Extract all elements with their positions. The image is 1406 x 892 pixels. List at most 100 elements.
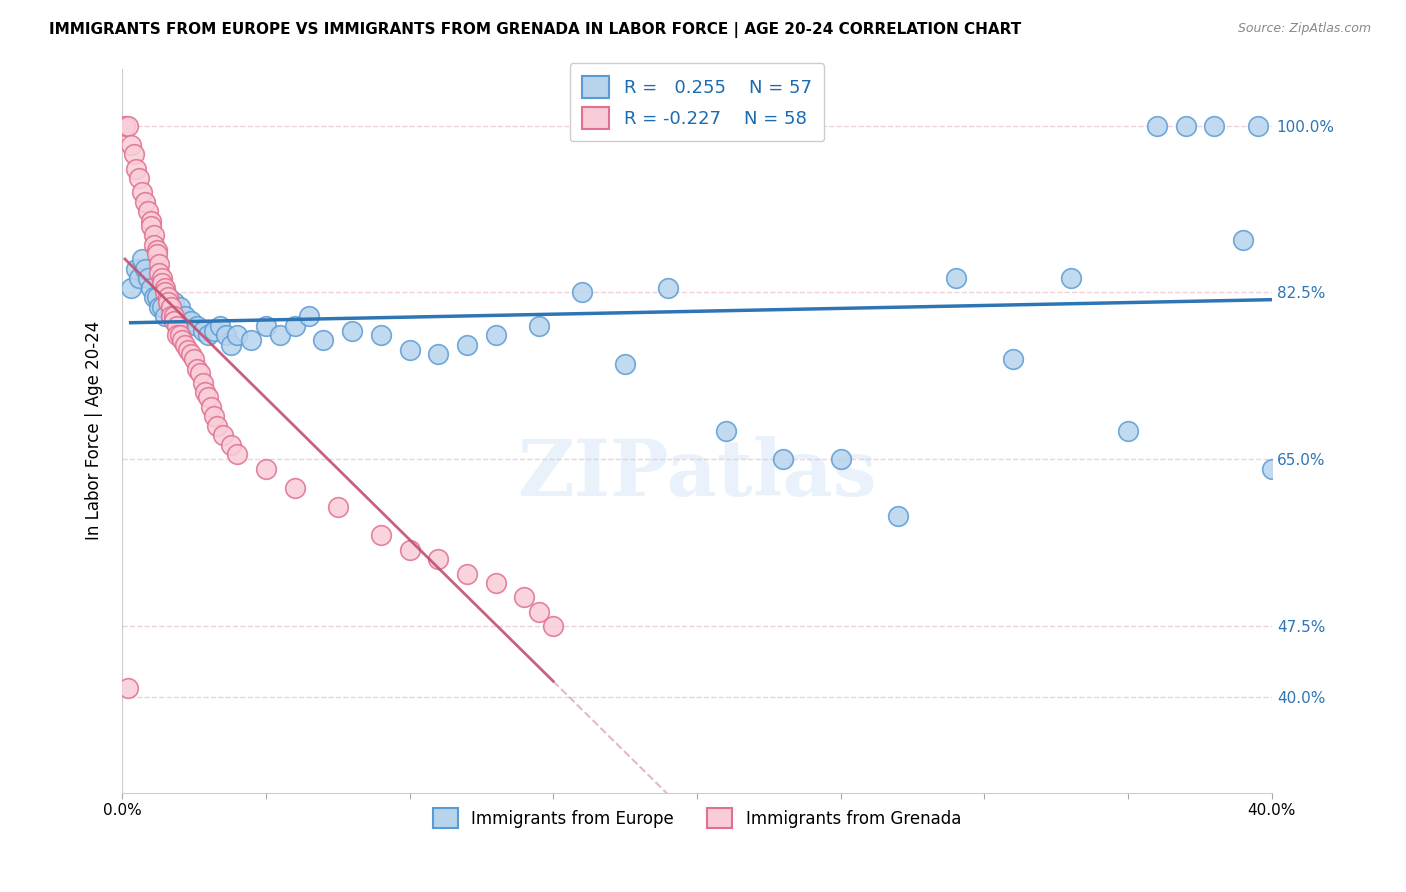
Point xyxy=(1204,119,1226,133)
Point xyxy=(145,247,167,261)
Point xyxy=(157,290,180,304)
Point xyxy=(370,328,392,343)
Point xyxy=(169,328,191,343)
Point xyxy=(614,357,637,371)
Point xyxy=(174,338,197,352)
Point xyxy=(571,285,593,300)
Point xyxy=(945,271,967,285)
Point xyxy=(312,333,335,347)
Point xyxy=(485,328,508,343)
Point xyxy=(527,318,550,333)
Point xyxy=(427,347,450,361)
Point xyxy=(148,300,170,314)
Point xyxy=(541,619,564,633)
Point xyxy=(1246,119,1268,133)
Point xyxy=(177,343,200,357)
Point xyxy=(205,418,228,433)
Point xyxy=(191,324,214,338)
Point xyxy=(1174,119,1197,133)
Point xyxy=(370,528,392,542)
Point xyxy=(1116,424,1139,438)
Point xyxy=(202,409,225,424)
Point xyxy=(148,266,170,280)
Point xyxy=(145,290,167,304)
Point xyxy=(131,252,153,266)
Point xyxy=(157,295,180,310)
Point xyxy=(326,500,349,514)
Point xyxy=(160,310,183,324)
Legend: Immigrants from Europe, Immigrants from Grenada: Immigrants from Europe, Immigrants from … xyxy=(426,801,967,835)
Point xyxy=(160,310,183,324)
Point xyxy=(254,318,277,333)
Point xyxy=(122,147,145,161)
Point xyxy=(163,314,186,328)
Point xyxy=(120,137,142,152)
Point xyxy=(139,219,162,233)
Point xyxy=(180,347,202,361)
Text: Source: ZipAtlas.com: Source: ZipAtlas.com xyxy=(1237,22,1371,36)
Point xyxy=(150,271,173,285)
Point xyxy=(1146,119,1168,133)
Point xyxy=(398,542,420,557)
Point xyxy=(125,261,148,276)
Point xyxy=(197,328,219,343)
Point xyxy=(142,228,165,243)
Point xyxy=(134,194,156,209)
Point xyxy=(269,328,291,343)
Point xyxy=(166,318,188,333)
Point xyxy=(214,328,236,343)
Point xyxy=(188,367,211,381)
Point xyxy=(136,204,159,219)
Point xyxy=(139,214,162,228)
Text: IMMIGRANTS FROM EUROPE VS IMMIGRANTS FROM GRENADA IN LABOR FORCE | AGE 20-24 COR: IMMIGRANTS FROM EUROPE VS IMMIGRANTS FRO… xyxy=(49,22,1022,38)
Point xyxy=(211,428,233,442)
Point xyxy=(166,328,188,343)
Y-axis label: In Labor Force | Age 20-24: In Labor Force | Age 20-24 xyxy=(86,321,103,541)
Point xyxy=(456,566,478,581)
Point xyxy=(142,237,165,252)
Text: ZIPatlas: ZIPatlas xyxy=(517,436,877,512)
Point xyxy=(283,318,305,333)
Point xyxy=(772,452,794,467)
Point xyxy=(208,318,231,333)
Point xyxy=(150,300,173,314)
Point xyxy=(485,576,508,591)
Point xyxy=(226,447,249,461)
Point xyxy=(398,343,420,357)
Point xyxy=(131,186,153,200)
Point xyxy=(200,400,222,414)
Point xyxy=(283,481,305,495)
Point xyxy=(136,271,159,285)
Point xyxy=(186,318,208,333)
Point xyxy=(183,352,205,367)
Point xyxy=(153,285,176,300)
Point xyxy=(298,310,321,324)
Point xyxy=(142,290,165,304)
Point xyxy=(128,171,150,186)
Point xyxy=(1060,271,1083,285)
Point xyxy=(254,461,277,475)
Point xyxy=(180,314,202,328)
Point xyxy=(226,328,249,343)
Point xyxy=(513,591,536,605)
Point xyxy=(114,119,136,133)
Point xyxy=(219,438,242,452)
Point xyxy=(145,243,167,257)
Point xyxy=(714,424,737,438)
Point xyxy=(219,338,242,352)
Point xyxy=(150,276,173,290)
Point xyxy=(191,376,214,390)
Point xyxy=(128,271,150,285)
Point xyxy=(1261,461,1284,475)
Point xyxy=(202,324,225,338)
Point xyxy=(153,280,176,294)
Point xyxy=(1002,352,1025,367)
Point xyxy=(456,338,478,352)
Point xyxy=(160,300,183,314)
Point xyxy=(427,552,450,566)
Point xyxy=(887,509,910,524)
Point xyxy=(120,280,142,294)
Point xyxy=(163,295,186,310)
Point xyxy=(117,119,139,133)
Point xyxy=(527,605,550,619)
